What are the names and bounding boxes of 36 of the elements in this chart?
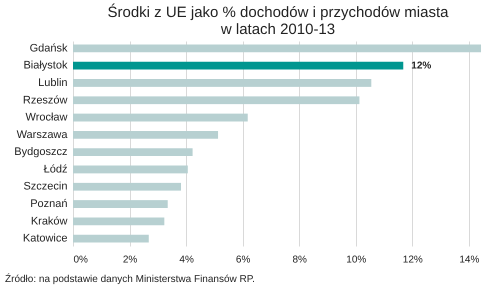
y-tick-label: Lublin	[38, 76, 68, 89]
y-tick-label: Bydgoszcz	[14, 146, 68, 158]
x-tick-label: 2%	[122, 254, 138, 266]
y-tick-label: Katowice	[22, 232, 68, 245]
bar	[73, 148, 193, 156]
bar	[73, 200, 168, 208]
bar	[73, 114, 248, 122]
bar	[73, 166, 188, 174]
x-tick-label: 6%	[236, 254, 250, 266]
bar	[73, 217, 164, 226]
x-tick-label: 14%	[459, 254, 480, 266]
y-tick-label: Wrocław	[26, 112, 68, 124]
y-tick-label: Łódź	[44, 163, 68, 176]
x-tick-label: 12%	[402, 254, 423, 266]
text: Środki z UE jako % dochodów i przychodów miasta	[108, 4, 448, 21]
y-tick-label: Białystok	[23, 60, 68, 72]
x-tick-label: 0%	[74, 254, 88, 266]
text: w latach 2010-13	[220, 21, 336, 38]
y-tick-label: Szczecin	[23, 180, 68, 193]
y-tick-label: Kraków	[30, 215, 68, 228]
bar	[73, 79, 372, 87]
bar	[73, 62, 404, 70]
bar	[73, 234, 149, 243]
x-tick-label: 8%	[292, 254, 308, 266]
bar	[73, 130, 218, 139]
y-tick-label: Warszawa	[16, 128, 68, 141]
data-label: 12%	[411, 60, 432, 72]
x-tick-label: 10%	[346, 254, 366, 266]
y-tick-label: Poznań	[30, 198, 68, 210]
x-tick-label: 4%	[179, 254, 194, 266]
y-tick-label: Gdańsk	[30, 42, 68, 54]
bar	[73, 96, 360, 104]
text: Źródło: na podstawie danych Ministerstwa Finansów RP.	[5, 273, 255, 285]
bar	[73, 182, 182, 191]
y-tick-label: Rzeszów	[22, 94, 68, 106]
bar	[73, 44, 482, 52]
